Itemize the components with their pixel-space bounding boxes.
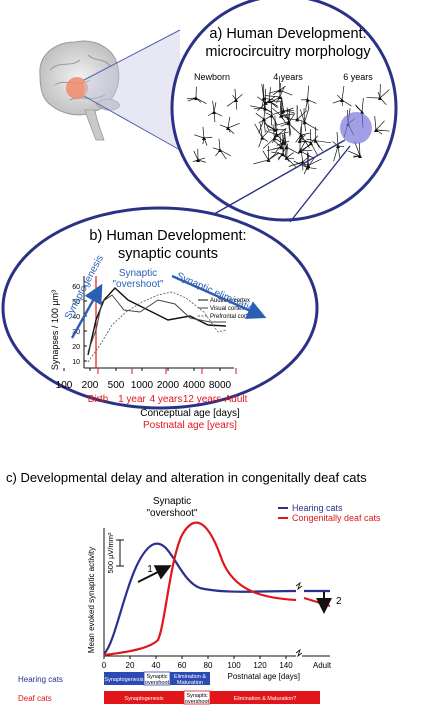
panel-b-xtick: 4000 <box>183 380 206 391</box>
overshoot-label-2: "overshoot" <box>112 279 163 290</box>
panel-b-xtick: 500 <box>108 380 125 391</box>
hearing-bar1-label: Synaptogenesis <box>104 677 143 683</box>
panel-c-xtick: 0 <box>102 661 107 670</box>
prefrontal-curve <box>87 291 227 363</box>
overshoot-label-1: Synaptic <box>119 268 157 279</box>
scale-bar-label: 500 µV/mm² <box>106 532 115 573</box>
neuron-drawings <box>186 76 390 175</box>
panel-b-ytick: 40 <box>72 314 80 321</box>
panel-c-xtick: 40 <box>152 661 161 670</box>
panel-c-xtick: 100 <box>227 661 241 670</box>
deaf-bar3-label: Elimination & Maturation? <box>234 696 297 702</box>
panel-b-xtick: 8000 <box>209 380 232 391</box>
hearing-bar3-label-a: Elimination & <box>174 674 206 680</box>
panel-c-xlabel: Postnatal age [days] <box>228 672 301 681</box>
legend-visual: Visual cortex <box>210 306 244 312</box>
hearing-bar3-label-b: Maturation <box>177 680 203 686</box>
row-hearing-label: Hearing cats <box>18 675 63 684</box>
age-6-years: 6 years <box>343 72 373 82</box>
panel-c-xtick: 120 <box>253 661 267 670</box>
panel-b-ytick: 20 <box>72 344 80 351</box>
panel-c-plot: Mean evoked synaptic activity 500 µV/mm²… <box>87 521 342 681</box>
marker-2: 2 <box>336 596 342 607</box>
panel-b-xlabel-2: Postnatal age [years] <box>143 420 237 431</box>
deaf-bar2-label-a: Synaptic <box>186 693 207 699</box>
panel-b-red-tick: 12 years <box>183 394 221 405</box>
panel-b-red-tick: Adult <box>225 394 248 405</box>
panel-b-xtick: 200 <box>82 380 99 391</box>
deaf-cats-curve <box>103 521 297 657</box>
panel-b-xtick: 1000 <box>131 380 154 391</box>
delay-arrow <box>137 565 172 583</box>
panel-b-title-2: synaptic counts <box>118 246 218 262</box>
elimination-arrow <box>171 274 267 319</box>
panel-b-ylabel: Synapses / 100 µm³ <box>50 290 60 370</box>
panel-b-xtick: 2000 <box>157 380 180 391</box>
brain-illustration <box>39 40 121 141</box>
timeline-deaf: Deaf cats Synaptogenesis Synaptic oversh… <box>18 690 320 705</box>
hearing-bar2-label-a: Synaptic <box>146 674 167 680</box>
deaf-bar2-label-b: overshoot <box>185 699 210 705</box>
visual-curve <box>87 294 226 353</box>
deaf-elimination-bar <box>210 691 320 704</box>
age-4-years: 4 years <box>273 72 303 82</box>
panel-c-overshoot-1: Synaptic <box>153 496 191 507</box>
panel-c-xtick: 20 <box>126 661 135 670</box>
panel-c-overshoot-2: "overshoot" <box>146 508 197 519</box>
panel-a-title-1: a) Human Development: <box>209 26 366 42</box>
hearing-cats-curve <box>103 542 297 655</box>
panel-a-title-2: microcircuitry morphology <box>205 44 371 60</box>
marker-1: 1 <box>147 564 153 575</box>
age-newborn: Newborn <box>194 72 230 82</box>
panel-b-red-tick: 1 year <box>118 394 146 405</box>
panel-b-red-tick: 4 years <box>150 394 183 405</box>
axis-break-bottom <box>295 648 303 658</box>
panel-b-ytick: 10 <box>72 359 80 366</box>
panel-c-ylabel: Mean evoked synaptic activity <box>87 547 96 653</box>
panel-b-ellipse <box>1 206 319 410</box>
panel-b-xtick: 100 <box>56 380 73 391</box>
highlighted-region-icon <box>66 77 88 99</box>
zoom-highlight-circle <box>340 112 372 144</box>
zoom-connector <box>84 30 180 150</box>
legend-deaf-cats: Congenitally deaf cats <box>292 513 381 523</box>
panel-b-ytick: 60 <box>72 284 80 291</box>
axis-break-top <box>295 581 303 591</box>
deaf-bar1-label: Synaptogenesis <box>124 696 163 702</box>
panel-c-xtick: 140 <box>279 661 293 670</box>
panel-c-title: c) Developmental delay and alteration in… <box>6 470 367 485</box>
panel-c-legend: Hearing cats Congenitally deaf cats <box>278 503 381 523</box>
row-deaf-label: Deaf cats <box>18 694 52 703</box>
hearing-bar2-label-b: overshoot <box>145 680 170 686</box>
hearing-synaptogenesis-bar <box>104 672 144 685</box>
panel-b-xlabel-1: Conceptual age [days] <box>140 408 240 419</box>
panel-c-xtick: 80 <box>204 661 213 670</box>
panel-b-title-1: b) Human Development: <box>89 228 246 244</box>
hearing-elimination-bar <box>170 672 210 685</box>
legend-prefrontal: Prefrontal cortex <box>210 314 254 320</box>
panel-b-red-tick: Birth <box>88 394 109 405</box>
legend-hearing-cats: Hearing cats <box>292 503 343 513</box>
deaf-cats-adult <box>303 596 331 608</box>
panel-c-xtick: 60 <box>178 661 187 670</box>
synaptogenesis-arrow <box>70 283 103 339</box>
adult-tick-label: Adult <box>313 661 332 670</box>
panel-b-ytick: 50 <box>72 299 80 306</box>
deaf-synaptogenesis-bar <box>104 691 184 704</box>
timeline-hearing: Hearing cats Synaptogenesis Synaptic ove… <box>18 671 210 686</box>
